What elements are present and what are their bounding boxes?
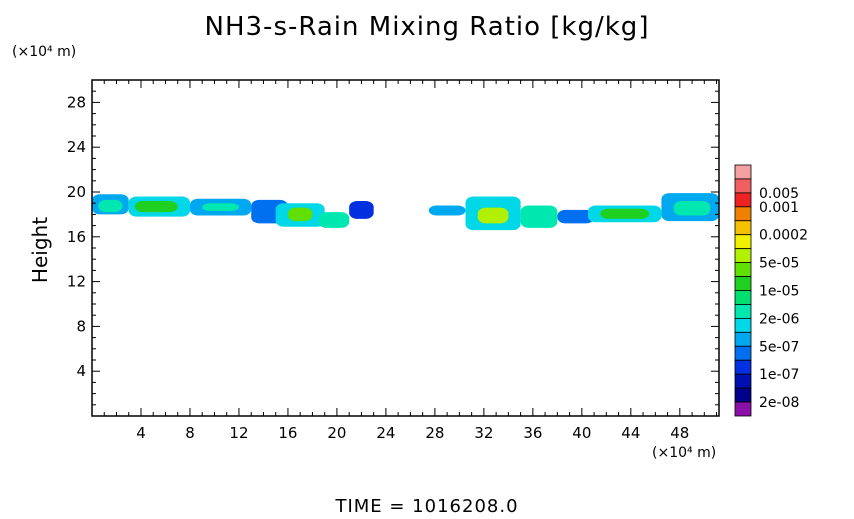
data-blob: [202, 203, 239, 212]
x-tick-label: 36: [523, 424, 542, 442]
x-tick-label: 44: [621, 424, 640, 442]
colorbar-label: 0.001: [759, 200, 799, 216]
y-tick-label: 28: [67, 93, 86, 111]
data-blob: [98, 199, 123, 213]
colorbar-label: 0.0002: [759, 228, 808, 244]
x-tick-label: 32: [474, 424, 493, 442]
colorbar-label: 5e-07: [759, 339, 799, 355]
data-blob: [600, 208, 650, 219]
y-axis-label: Height: [28, 216, 52, 284]
y-tick-label: 4: [76, 362, 86, 380]
colorbar-label: 1e-05: [759, 284, 799, 300]
colorbar-swatch: [734, 192, 752, 208]
x-tick-label: 8: [185, 424, 195, 442]
colorbar-swatch: [734, 206, 752, 222]
y-tick-label: 16: [67, 228, 86, 246]
data-blob: [428, 205, 466, 216]
y-tick-label: 8: [76, 317, 86, 335]
colorbar-swatch: [734, 164, 752, 180]
x-tick-label: 24: [376, 424, 395, 442]
chart-title: NH3-s-Rain Mixing Ratio [kg/kg]: [204, 12, 650, 42]
colorbar-label: 0.005: [759, 186, 799, 202]
colorbar-swatch: [734, 317, 752, 333]
colorbar-swatch: [734, 276, 752, 291]
y-tick-label: 24: [67, 138, 86, 156]
colorbar-swatch: [734, 220, 752, 236]
colorbar-swatch: [734, 387, 752, 403]
data-blob: [557, 209, 595, 224]
y-axis-unit: (×10⁴ m): [12, 44, 77, 60]
colorbar-swatch: [734, 290, 752, 305]
colorbar-swatch: [734, 178, 752, 194]
data-blob: [520, 205, 558, 228]
data-blob: [134, 200, 178, 213]
colorbar-swatch: [734, 262, 752, 277]
x-axis-unit: (×10⁴ m): [652, 445, 717, 461]
time-footer: TIME = 1016208.0: [335, 496, 519, 517]
data-blob: [673, 200, 711, 216]
colorbar-label: 2e-06: [759, 311, 799, 327]
x-tick-label: 48: [670, 424, 689, 442]
colorbar-swatch: [734, 373, 752, 389]
data-blob: [477, 207, 509, 224]
colorbar-label: 2e-08: [759, 395, 799, 411]
y-tick-label: 12: [67, 273, 86, 291]
colorbar-label: 5e-05: [759, 256, 799, 272]
colorbar-swatch: [734, 304, 752, 319]
colorbar-label: 1e-07: [759, 367, 799, 383]
x-tick-label: 12: [229, 424, 248, 442]
data-blob: [318, 212, 350, 228]
colorbar-swatch: [734, 331, 752, 347]
x-tick-label: 28: [425, 424, 444, 442]
x-tick-label: 20: [327, 424, 346, 442]
data-blob: [349, 200, 374, 219]
x-tick-label: 40: [572, 424, 591, 442]
data-blob: [287, 207, 313, 222]
x-tick-label: 4: [136, 424, 146, 442]
colorbar-swatch: [734, 345, 752, 361]
colorbar-swatch: [734, 401, 752, 417]
plot-frame: [91, 79, 720, 417]
y-tick-label: 20: [67, 183, 86, 201]
colorbar-swatch: [734, 234, 752, 250]
colorbar-swatch: [734, 248, 752, 264]
x-tick-label: 16: [278, 424, 297, 442]
colorbar-swatch: [734, 359, 752, 375]
